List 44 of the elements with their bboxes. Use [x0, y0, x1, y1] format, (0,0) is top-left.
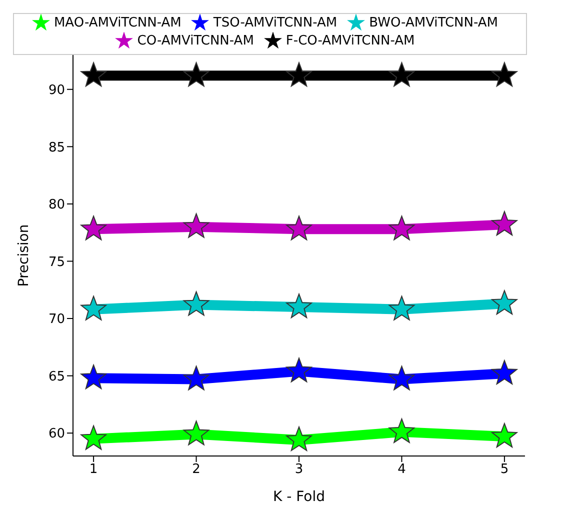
- point: [183, 420, 210, 446]
- x-tick-label: 3: [294, 462, 304, 478]
- point: [388, 216, 415, 240]
- point: [492, 290, 518, 315]
- legend-label: CO-AMViTCNN-AM: [137, 34, 254, 49]
- point: [492, 423, 518, 448]
- y-tick-label: 85: [48, 140, 65, 156]
- y-tick-label: 70: [48, 312, 65, 328]
- y-tick-label: 80: [48, 198, 65, 213]
- x-axis-title: K - Fold: [272, 489, 326, 505]
- point: [492, 360, 518, 385]
- point: [183, 366, 210, 390]
- point: [286, 358, 312, 382]
- point: [183, 62, 210, 87]
- x-tick-label: 5: [500, 462, 509, 478]
- point: [80, 296, 106, 320]
- point: [388, 366, 415, 390]
- point: [388, 62, 415, 87]
- point: [492, 62, 518, 87]
- x-tick-label: 2: [192, 462, 200, 478]
- point: [286, 62, 312, 87]
- x-tick-label: 1: [89, 462, 98, 478]
- point: [80, 216, 106, 240]
- y-axis-title: Precision: [16, 224, 32, 287]
- point: [80, 425, 106, 450]
- point: [388, 296, 415, 320]
- point: [388, 418, 415, 443]
- y-tick-label: 90: [48, 82, 65, 98]
- legend-label: TSO-AMViTCNN-AM: [213, 16, 338, 31]
- point: [183, 291, 210, 316]
- point: [80, 364, 106, 390]
- point: [286, 216, 312, 240]
- y-tick-label: 60: [48, 426, 65, 442]
- point: [286, 426, 312, 451]
- y-tick-label: 65: [48, 369, 65, 384]
- point: [183, 213, 210, 238]
- y-tick-label: 75: [48, 254, 65, 270]
- point: [492, 211, 518, 236]
- point: [80, 62, 106, 87]
- x-tick-label: 4: [398, 462, 406, 478]
- point: [286, 294, 312, 318]
- legend-label: MAO-AMViTCNN-AM: [54, 16, 182, 31]
- legend-label: F-CO-AMViTCNN-AM: [286, 34, 415, 49]
- legend-label: BWO-AMViTCNN-AM: [369, 16, 498, 31]
